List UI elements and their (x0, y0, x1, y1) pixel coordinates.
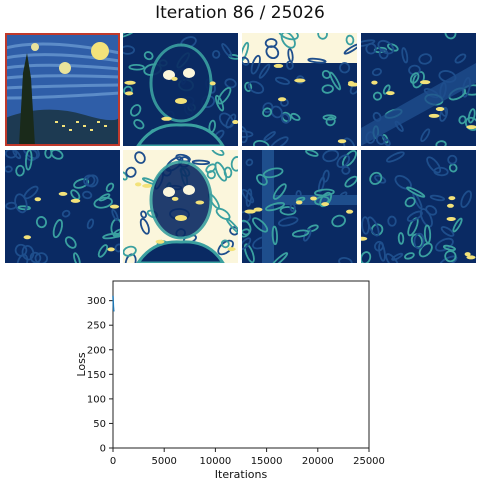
x-axis-label: Iterations (215, 468, 268, 481)
loss-chart: 0 5000 10000 15000 20000 25000 0 50 100 150 200 250… (75, 280, 385, 481)
y-tick-label: 0 (100, 444, 106, 455)
x-tick-label: 15000 (251, 456, 283, 467)
y-tick-label: 200 (87, 345, 106, 356)
x-tick-label: 25000 (353, 456, 385, 467)
plot-frame (112, 280, 370, 449)
generated-sky-1 (242, 33, 357, 146)
x-tick-label: 20000 (302, 456, 334, 467)
generated-arm-1 (361, 33, 476, 146)
y-tick-label: 100 (87, 394, 106, 405)
x-tick-label: 0 (110, 456, 116, 467)
y-tick-label: 50 (93, 419, 106, 430)
x-tick-label: 10000 (199, 456, 231, 467)
x-tick-label: 5000 (151, 456, 176, 467)
y-tick-label: 150 (87, 370, 106, 381)
loss-series-line (112, 295, 115, 312)
generated-face-1 (123, 33, 238, 146)
style-reference-image (5, 33, 120, 146)
y-axis-label: Loss (75, 352, 88, 376)
generated-landscape-3 (361, 150, 476, 263)
y-tick-label: 250 (87, 321, 106, 332)
generated-face-2 (123, 150, 238, 263)
page-title: Iteration 86 / 25026 (155, 3, 325, 23)
generated-landscape-2 (242, 150, 357, 263)
generated-landscape-1 (5, 150, 120, 263)
y-tick-label: 300 (87, 296, 106, 307)
